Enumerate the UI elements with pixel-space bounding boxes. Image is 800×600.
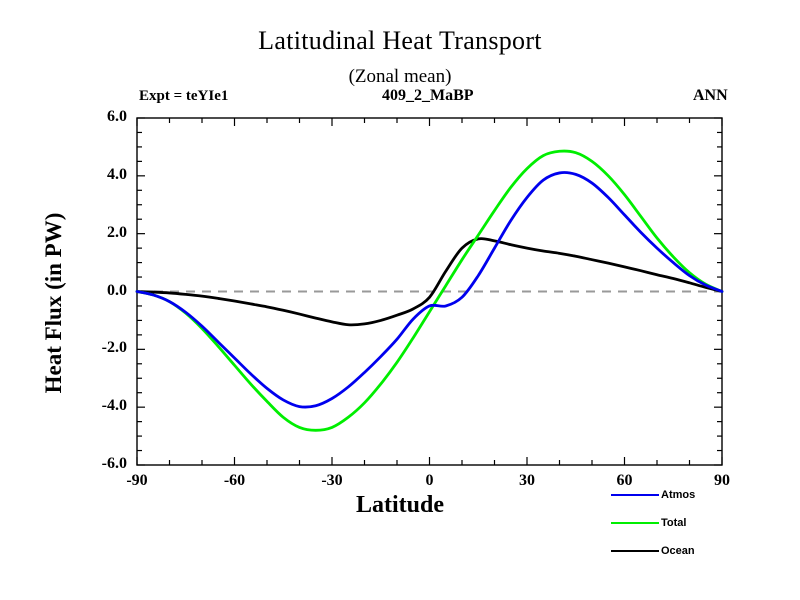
y-tick-label: 0.0 xyxy=(107,281,127,299)
legend-label: Ocean xyxy=(661,545,695,557)
chart-subtitle: (Zonal mean) xyxy=(348,66,452,87)
y-tick-label: 4.0 xyxy=(107,165,127,183)
experiment-label: Expt = teYIe1 xyxy=(139,88,229,104)
legend-label: Total xyxy=(661,517,687,529)
legend-label: Atmos xyxy=(661,489,696,501)
x-tick-label: -30 xyxy=(321,472,343,489)
run-id-label: 409_2_MaBP xyxy=(382,87,474,104)
x-tick-label: 0 xyxy=(425,472,434,489)
legend-swatch-line xyxy=(611,550,659,552)
y-tick-label: -6.0 xyxy=(101,455,127,472)
y-tick-label: 6.0 xyxy=(107,108,127,125)
x-tick-label: -60 xyxy=(223,472,246,489)
legend-item: Atmos xyxy=(611,489,695,501)
legend-swatch-line xyxy=(611,522,659,524)
x-tick-label: 60 xyxy=(616,472,633,489)
x-axis-title: Latitude xyxy=(355,492,444,518)
y-tick-label: -4.0 xyxy=(101,397,127,415)
legend-item: Ocean xyxy=(611,545,695,557)
page-title: Latitudinal Heat Transport xyxy=(258,26,542,55)
y-tick-label: -2.0 xyxy=(101,339,127,357)
x-tick-label: 90 xyxy=(714,472,730,489)
legend-swatch-line xyxy=(611,494,659,496)
legend-item: Total xyxy=(611,517,686,529)
x-tick-label: 30 xyxy=(519,472,535,489)
y-tick-label: 2.0 xyxy=(107,223,127,241)
series-line-atmos xyxy=(135,171,724,409)
x-tick-label: -90 xyxy=(126,472,148,489)
series-line-total xyxy=(135,149,724,432)
series-line-ocean xyxy=(135,237,724,327)
season-label: ANN xyxy=(693,87,728,104)
